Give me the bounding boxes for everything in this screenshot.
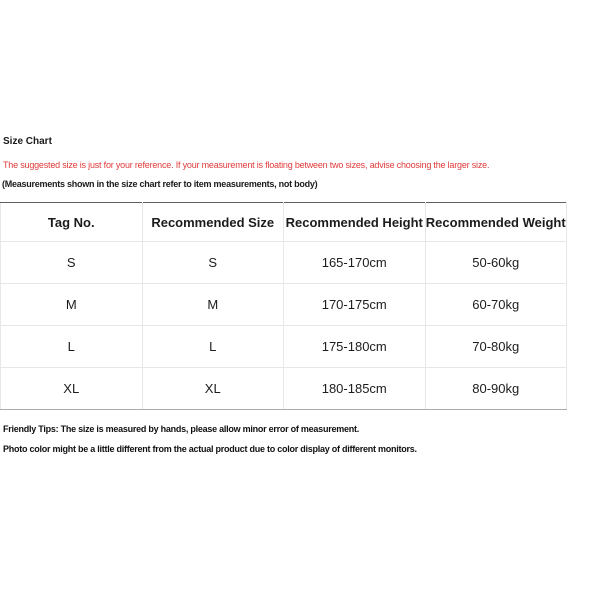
table-cell: 175-180cm: [283, 325, 426, 368]
column-header: Recommended Weight: [424, 202, 567, 242]
table-cell: S: [141, 241, 284, 284]
table-cell: 170-175cm: [283, 283, 426, 326]
table-cell: S: [0, 241, 143, 284]
header-row: Tag No. Recommended Size Recommended Heigh…: [0, 202, 567, 242]
table-cell: XL: [0, 367, 143, 410]
table-cell: L: [141, 325, 284, 368]
size-reference-note: The suggested size is just for your refe…: [3, 160, 490, 170]
table-cell: M: [0, 283, 143, 326]
table-cell: 50-60kg: [424, 241, 567, 284]
size-table-head: Tag No. Recommended Size Recommended Heigh…: [0, 202, 567, 242]
table-cell: 70-80kg: [424, 325, 567, 368]
column-header: Recommended Height: [283, 202, 426, 242]
table-cell: 80-90kg: [424, 367, 567, 410]
monitor-color-note: Photo color might be a little different …: [3, 444, 417, 454]
table-row: L L 175-180cm 70-80kg: [0, 325, 567, 368]
column-header: Tag No.: [0, 202, 143, 242]
friendly-tips-note: Friendly Tips: The size is measured by h…: [3, 424, 359, 434]
table-row: XL XL 180-185cm 80-90kg: [0, 367, 567, 410]
table-cell: XL: [141, 367, 284, 410]
size-chart-page: Size Chart The suggested size is just fo…: [0, 136, 567, 454]
table-row: S S 165-170cm 50-60kg: [0, 241, 567, 284]
table-row: M M 170-175cm 60-70kg: [0, 283, 567, 326]
size-table-body: S S 165-170cm 50-60kg M M 170-175cm 60-70kg L L 17…: [0, 241, 567, 410]
table-cell: 165-170cm: [283, 241, 426, 284]
table-cell: 180-185cm: [283, 367, 426, 410]
table-cell: 60-70kg: [424, 283, 567, 326]
column-header: Recommended Size: [141, 202, 284, 242]
size-chart-table: Tag No. Recommended Size Recommended Heigh…: [0, 202, 567, 410]
measurement-note: (Measurements shown in the size chart re…: [2, 179, 318, 189]
table-cell: M: [141, 283, 284, 326]
size-chart-title: Size Chart: [3, 136, 52, 147]
table-cell: L: [0, 325, 143, 368]
